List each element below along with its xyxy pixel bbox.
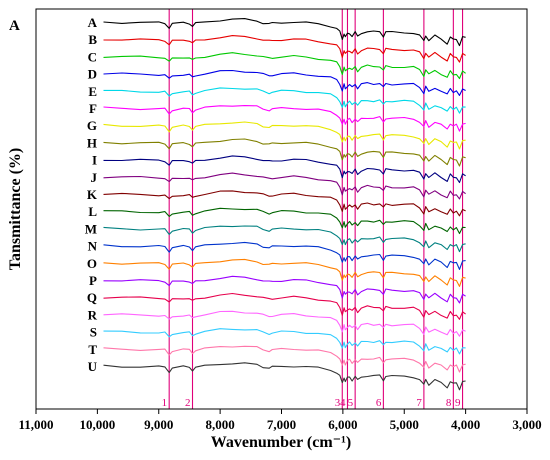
reference-line-label-9: 9	[455, 397, 461, 409]
x-tick-label: 3,000	[512, 417, 541, 432]
series-line-H	[103, 138, 466, 167]
series-label-M: M	[85, 221, 97, 236]
x-axis-ticks: 11,000 10,000 9,000 8,000 7,000 6,000 5,000 4,0…	[18, 409, 542, 432]
series-line-U	[103, 362, 466, 391]
series-line-J	[103, 172, 466, 200]
reference-line-label-5: 5	[348, 397, 354, 409]
series-line-D	[103, 69, 466, 96]
series-label-L: L	[88, 204, 97, 219]
x-axis-title: Wavenumber (cm⁻¹)	[211, 434, 351, 451]
reference-line-label-3: 3	[335, 397, 341, 409]
reference-line-label-1: 1	[162, 397, 168, 409]
series-label-B: B	[88, 32, 97, 47]
series-line-G	[103, 121, 466, 150]
series-label-G: G	[87, 118, 97, 133]
series-line-L	[103, 207, 466, 235]
series-line-F	[103, 105, 466, 132]
series-label-T: T	[88, 342, 97, 357]
series-line-A	[103, 18, 466, 47]
panel-label: A	[9, 18, 20, 34]
series-line-B	[103, 35, 466, 63]
series-label-O: O	[87, 256, 97, 271]
series-label-H: H	[87, 135, 97, 150]
reference-line-label-4: 4	[340, 397, 346, 409]
series-label-S: S	[90, 325, 97, 340]
series-label-D: D	[88, 67, 97, 82]
reference-line-label-2: 2	[185, 397, 191, 409]
series-line-K	[103, 190, 466, 217]
series-label-E: E	[88, 84, 97, 99]
series-line-R	[103, 310, 466, 337]
reference-line-label-7: 7	[416, 397, 422, 409]
x-tick-label: 9,000	[144, 417, 173, 432]
series-label-U: U	[88, 359, 98, 374]
series-label-Q: Q	[87, 290, 97, 305]
series-label-R: R	[88, 307, 98, 322]
series-line-P	[103, 275, 466, 304]
reference-line-label-8: 8	[446, 397, 452, 409]
x-tick-label: 5,000	[390, 417, 419, 432]
series-label-I: I	[92, 153, 97, 168]
series-label-P: P	[89, 273, 97, 288]
x-tick-label: 8,000	[206, 417, 235, 432]
series-line-S	[103, 328, 466, 355]
series-line-M	[103, 225, 466, 253]
series-line-C	[103, 52, 466, 80]
series-line-Q	[103, 292, 466, 320]
x-tick-label: 11,000	[18, 417, 53, 432]
series-line-T	[103, 345, 466, 373]
series-line-E	[103, 87, 466, 114]
x-tick-label: 4,000	[451, 417, 480, 432]
x-tick-label: 6,000	[328, 417, 357, 432]
series-label-C: C	[88, 49, 97, 64]
series-label-N: N	[88, 239, 98, 254]
series-label-K: K	[87, 187, 98, 202]
x-tick-label: 7,000	[267, 417, 296, 432]
series-line-I	[103, 155, 466, 184]
series-line-N	[103, 241, 466, 270]
series-label-J: J	[91, 170, 98, 185]
series-label-F: F	[89, 101, 97, 116]
y-axis-title: Tansmittance (%)	[7, 148, 24, 271]
spectra-traces	[103, 18, 466, 391]
reference-line-label-6: 6	[376, 397, 382, 409]
series-label-A: A	[88, 15, 98, 30]
x-tick-label: 10,000	[80, 417, 116, 432]
series-line-O	[103, 258, 466, 287]
